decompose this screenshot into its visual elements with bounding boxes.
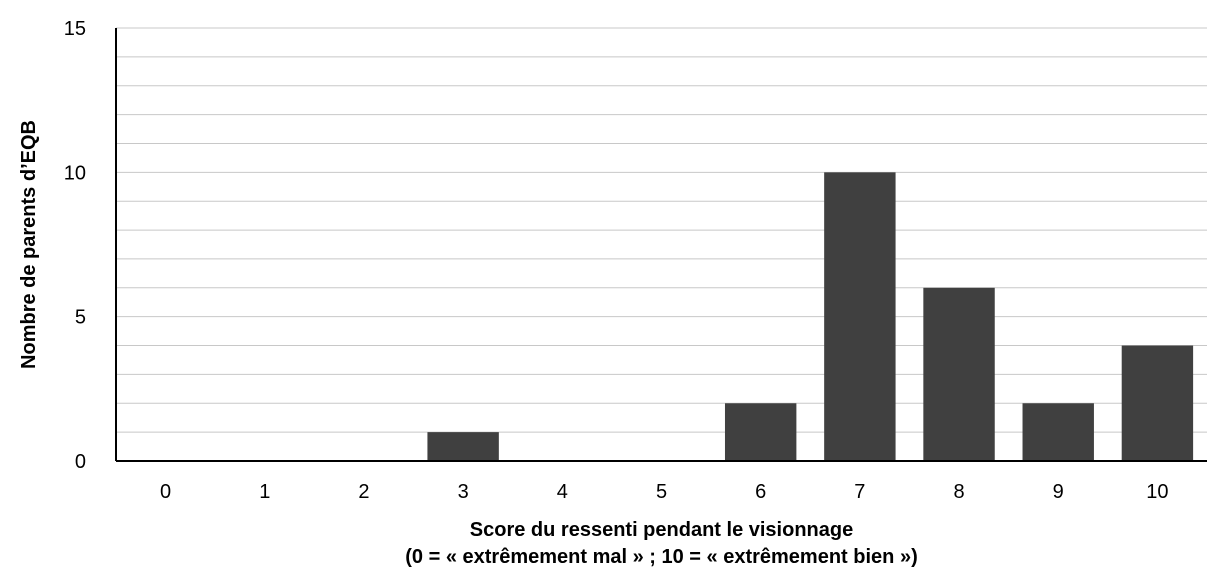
x-tick-label: 9 [1053, 481, 1064, 503]
x-tick-label: 7 [854, 481, 865, 503]
x-tick-label: 6 [755, 481, 766, 503]
bar-10 [1121, 345, 1194, 461]
bar-3 [427, 432, 499, 461]
x-axis-title-line2: (0 = « extrêmement mal » ; 10 = « extrêm… [405, 546, 917, 568]
y-axis-title: Nombre de parents d’EQB [18, 120, 40, 369]
bar-9 [1022, 403, 1094, 461]
x-tick-label: 0 [160, 481, 171, 503]
x-tick-label: 8 [953, 481, 964, 503]
y-tick-label: 0 [75, 451, 86, 473]
x-tick-label: 5 [656, 481, 667, 503]
x-tick-label: 1 [259, 481, 270, 503]
x-tick-label: 10 [1146, 481, 1168, 503]
bar-8 [923, 287, 995, 461]
x-tick-label: 2 [358, 481, 369, 503]
x-tick-labels: 0 1 2 3 4 5 6 7 8 9 10 [160, 481, 1169, 503]
y-tick-label: 15 [64, 18, 86, 40]
bar-7 [824, 172, 896, 462]
x-tick-label: 4 [557, 481, 568, 503]
axes [115, 28, 1207, 462]
bar-6 [724, 403, 797, 461]
x-axis-title: Score du ressenti pendant le visionnage [470, 519, 853, 541]
bars [427, 172, 1194, 462]
x-tick-label: 3 [458, 481, 469, 503]
grid-lines [116, 27, 1207, 433]
y-tick-label: 5 [75, 307, 86, 329]
y-tick-label: 10 [64, 162, 86, 184]
y-tick-labels: 0 5 10 15 [64, 18, 86, 473]
